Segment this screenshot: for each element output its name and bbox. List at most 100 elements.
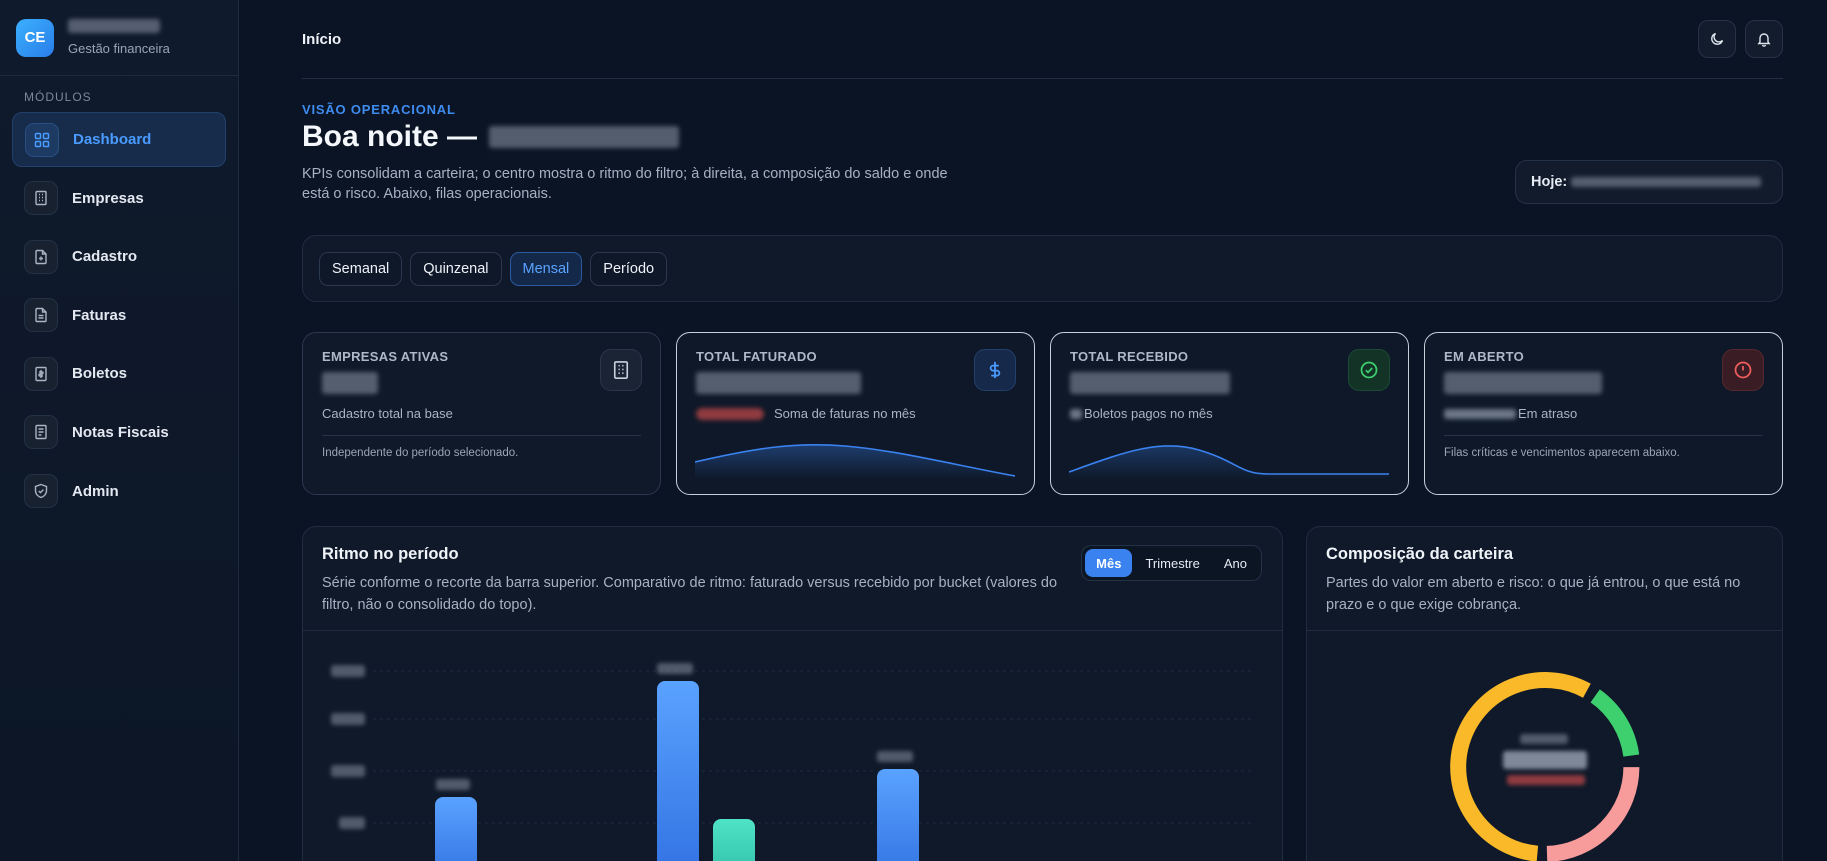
- breadcrumb[interactable]: Início: [302, 30, 342, 48]
- main-content: Início VISÃO OPERACIONAL Boa noite — KPI…: [240, 0, 1827, 861]
- bar-faturado: [877, 769, 919, 861]
- sidebar-item-admin[interactable]: Admin: [12, 464, 226, 519]
- period-filter-bar: Semanal Quinzenal Mensal Período: [302, 235, 1783, 302]
- top-bar: Início: [302, 0, 1783, 79]
- sidebar-item-label: Dashboard: [73, 131, 152, 148]
- bar-faturado: [657, 681, 699, 861]
- filter-periodo[interactable]: Período: [590, 251, 668, 286]
- today-date-redacted: [1571, 177, 1762, 187]
- kpi-title: EM ABERTO: [1444, 349, 1524, 364]
- bell-icon: [1757, 33, 1771, 47]
- file-text-icon: [24, 298, 58, 333]
- sidebar-item-cadastro[interactable]: Cadastro: [12, 229, 226, 284]
- moon-icon: [1711, 32, 1724, 45]
- kpi-cards: EMPRESAS ATIVAS Cadastro total na base I…: [302, 332, 1783, 495]
- sidebar-item-label: Admin: [72, 482, 119, 500]
- receipt-icon: [24, 356, 58, 391]
- shield-icon: [24, 474, 58, 509]
- composition-title: Composição da carteira: [1326, 545, 1514, 563]
- kpi-subtitle: Em atraso: [1444, 406, 1763, 421]
- sparkline-faturado: [695, 444, 1015, 480]
- kpi-title: TOTAL FATURADO: [696, 349, 817, 364]
- range-ano[interactable]: Ano: [1223, 555, 1247, 571]
- kpi-title: EMPRESAS ATIVAS: [322, 349, 449, 364]
- sparkline-recebido: [1069, 445, 1389, 480]
- composition-donut-chart: [1450, 672, 1640, 861]
- donut-segment-yellow: [1450, 672, 1591, 861]
- document-icon: [24, 415, 58, 450]
- sidebar-item-boletos[interactable]: Boletos: [12, 346, 226, 401]
- brand-subtitle: Gestão financeira: [68, 41, 170, 56]
- sidebar-item-label: Faturas: [72, 306, 127, 324]
- building-icon: [600, 349, 642, 391]
- bar-faturado: [435, 797, 477, 861]
- sidebar-item-label: Notas Fiscais: [72, 423, 169, 441]
- rhythm-title: Ritmo no período: [322, 545, 459, 563]
- today-label: Hoje:: [1531, 174, 1568, 190]
- kpi-value-redacted: [1444, 372, 1763, 396]
- sidebar-item-label: Boletos: [72, 365, 128, 383]
- donut-label-redacted: [1520, 734, 1568, 744]
- bar-value-label-redacted: [657, 663, 693, 674]
- sidebar-item-faturas[interactable]: Faturas: [12, 288, 226, 343]
- sidebar-item-label: Cadastro: [72, 248, 138, 266]
- range-mes[interactable]: Mês: [1085, 549, 1133, 577]
- today-badge: Hoje:: [1515, 160, 1783, 204]
- y-tick-label-redacted: [339, 817, 365, 829]
- y-tick-label-redacted: [331, 665, 365, 677]
- modules-section-label: MÓDULOS: [24, 90, 92, 104]
- donut-sub-redacted: [1507, 775, 1585, 785]
- kpi-card-total-recebido[interactable]: TOTAL RECEBIDO Boletos pagos no mês: [1050, 332, 1409, 495]
- sidebar-item-empresas[interactable]: Empresas: [12, 171, 226, 226]
- brand-logo: CE: [16, 18, 54, 57]
- company-name-redacted: [68, 19, 160, 33]
- composition-panel: Composição da carteira Partes do valor e…: [1306, 526, 1783, 861]
- page-description: KPIs consolidam a carteira; o centro mos…: [302, 166, 948, 202]
- file-plus-icon: [24, 239, 58, 274]
- filter-mensal[interactable]: Mensal: [509, 251, 583, 286]
- dollar-icon: [974, 349, 1016, 391]
- kpi-value-redacted: [696, 372, 1015, 396]
- user-name-redacted: [489, 126, 680, 148]
- sidebar-item-label: Empresas: [72, 189, 144, 207]
- theme-toggle-button[interactable]: [1698, 20, 1736, 58]
- kpi-card-em-aberto[interactable]: EM ABERTO Em atraso Filas críticas e ven…: [1424, 332, 1783, 495]
- greeting-text: Boa noite —: [302, 120, 478, 153]
- rhythm-panel: Ritmo no período Série conforme o recort…: [302, 526, 1283, 861]
- bar-value-label-redacted: [436, 779, 470, 790]
- filter-quinzenal[interactable]: Quinzenal: [410, 251, 502, 286]
- kpi-card-empresas-ativas[interactable]: EMPRESAS ATIVAS Cadastro total na base I…: [302, 332, 661, 495]
- section-eyebrow: VISÃO OPERACIONAL: [302, 102, 456, 117]
- page-title: Boa noite —: [302, 120, 680, 154]
- kpi-title: TOTAL RECEBIDO: [1070, 349, 1189, 364]
- kpi-subtitle: Cadastro total na base: [322, 406, 453, 421]
- alert-circle-icon: [1722, 349, 1764, 391]
- bar-recebido: [713, 819, 755, 861]
- brand: CE Gestão financeira: [0, 0, 238, 76]
- sidebar: CE Gestão financeira MÓDULOS Dashboard E…: [0, 0, 239, 861]
- y-tick-label-redacted: [331, 765, 365, 777]
- kpi-subtitle: Boletos pagos no mês: [1070, 406, 1389, 421]
- sidebar-item-notas-fiscais[interactable]: Notas Fiscais: [12, 405, 226, 460]
- kpi-value-redacted: [322, 372, 641, 396]
- y-tick-label-redacted: [331, 713, 365, 725]
- kpi-note: Filas críticas e vencimentos aparecem ab…: [1444, 435, 1763, 459]
- rhythm-bar-chart: [331, 663, 1253, 861]
- grid-icon: [25, 122, 59, 157]
- range-trimestre[interactable]: Trimestre: [1145, 555, 1200, 571]
- kpi-subtitle: Soma de faturas no mês: [696, 406, 1015, 421]
- donut-segment-pink: [1546, 766, 1640, 861]
- kpi-value-redacted: [1070, 372, 1389, 396]
- donut-value-redacted: [1503, 751, 1587, 769]
- rhythm-range-toggle: Mês Trimestre Ano: [1081, 545, 1262, 581]
- filter-semanal[interactable]: Semanal: [319, 251, 403, 286]
- rhythm-description: Série conforme o recorte da barra superi…: [322, 575, 1058, 613]
- building-icon: [24, 181, 58, 216]
- bar-value-label-redacted: [877, 751, 913, 762]
- sidebar-item-dashboard[interactable]: Dashboard: [12, 112, 226, 167]
- check-circle-icon: [1348, 349, 1390, 391]
- kpi-note: Independente do período selecionado.: [322, 435, 641, 459]
- kpi-card-total-faturado[interactable]: TOTAL FATURADO Soma de faturas no mês: [676, 332, 1035, 495]
- notifications-button[interactable]: [1745, 20, 1783, 58]
- donut-segment-green: [1590, 689, 1640, 757]
